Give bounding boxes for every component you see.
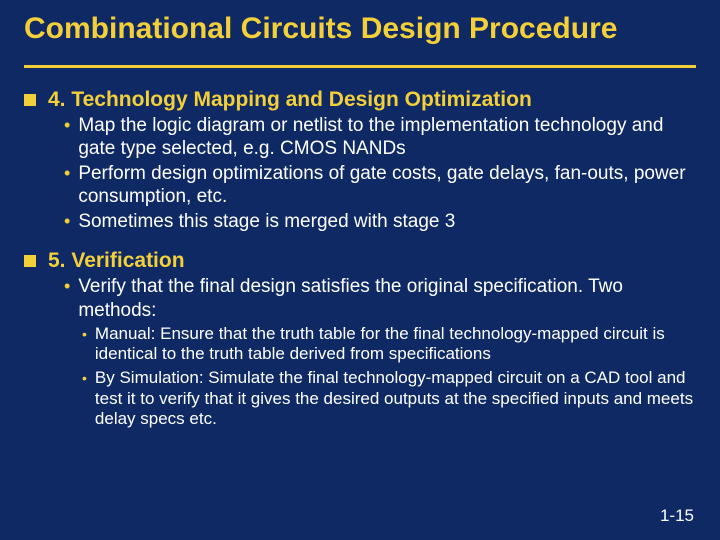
square-bullet-icon (24, 94, 36, 106)
dot-bullet-icon: • (64, 277, 70, 321)
list-item: • Perform design optimizations of gate c… (48, 162, 696, 208)
square-bullet-icon (24, 255, 36, 267)
list-item: • Map the logic diagram or netlist to th… (48, 114, 696, 160)
list-item-text: Map the logic diagram or netlist to the … (78, 114, 696, 160)
dot-bullet-icon: • (64, 212, 70, 233)
small-dot-bullet-icon: • (82, 327, 87, 365)
small-dot-bullet-icon: • (82, 371, 87, 429)
list-item-text: Verify that the final design satisfies t… (78, 275, 696, 321)
list-item-text: Perform design optimizations of gate cos… (78, 162, 696, 208)
section-tech-mapping: 4. Technology Mapping and Design Optimiz… (24, 88, 696, 236)
list-item: • Sometimes this stage is merged with st… (48, 210, 696, 233)
section-heading: 5. Verification (48, 249, 696, 273)
page-number: 1-15 (660, 506, 694, 526)
sub-list-item-text: Manual: Ensure that the truth table for … (95, 324, 696, 365)
sub-list-item-text: By Simulation: Simulate the final techno… (95, 368, 696, 429)
section-body: 4. Technology Mapping and Design Optimiz… (48, 88, 696, 236)
section-body: 5. Verification • Verify that the final … (48, 249, 696, 433)
dot-bullet-icon: • (64, 164, 70, 208)
slide-title: Combinational Circuits Design Procedure (24, 12, 617, 47)
section-verification: 5. Verification • Verify that the final … (24, 249, 696, 433)
list-item: • Verify that the final design satisfies… (48, 275, 696, 321)
sub-list-item: • By Simulation: Simulate the final tech… (48, 368, 696, 429)
section-heading: 4. Technology Mapping and Design Optimiz… (48, 88, 696, 112)
list-item-text: Sometimes this stage is merged with stag… (78, 210, 455, 233)
dot-bullet-icon: • (64, 116, 70, 160)
sub-list-item: • Manual: Ensure that the truth table fo… (48, 324, 696, 365)
